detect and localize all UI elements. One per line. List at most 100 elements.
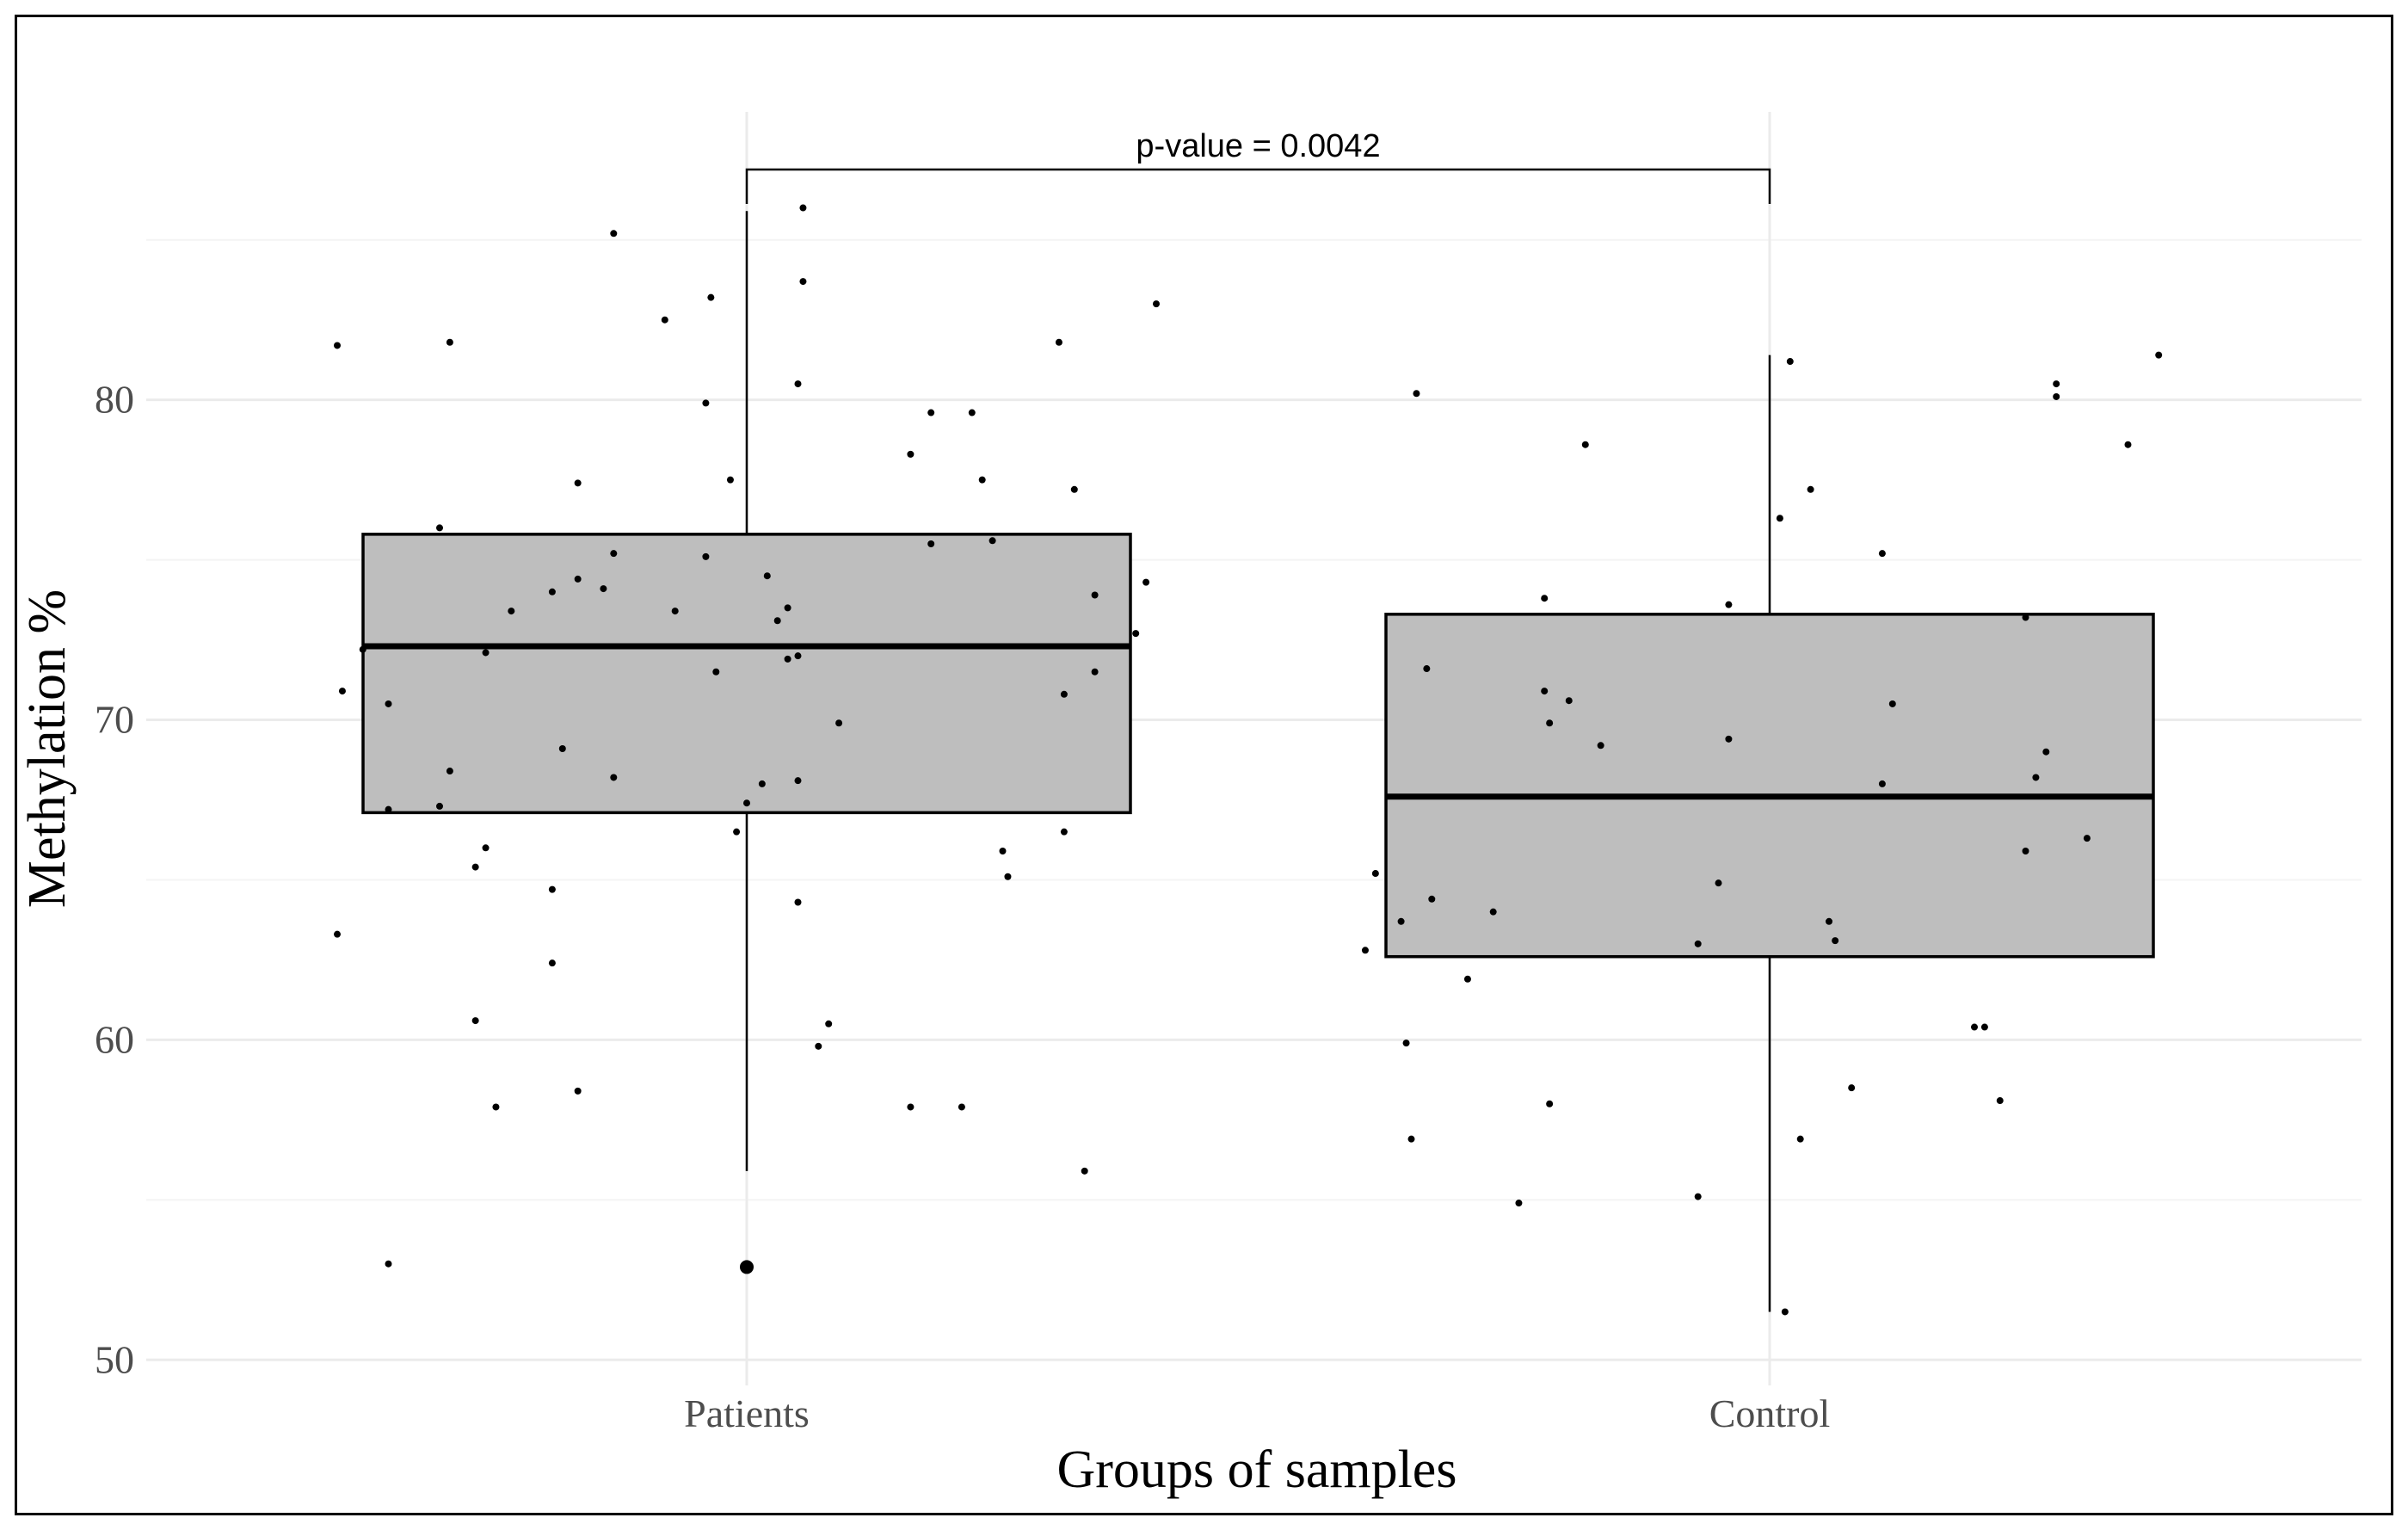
jitter-point xyxy=(815,1042,822,1050)
jitter-point xyxy=(1878,780,1886,787)
jitter-point xyxy=(2053,392,2060,400)
jitter-point xyxy=(610,774,618,781)
jitter-point xyxy=(1060,828,1068,836)
x-axis-title: Groups of samples xyxy=(1057,1441,1457,1499)
jitter-point xyxy=(1081,1167,1088,1175)
jitter-point xyxy=(508,608,515,615)
significance-bracket: p-value = 0.0042 xyxy=(745,128,1771,204)
box-control xyxy=(1384,613,2155,959)
jitter-point xyxy=(1004,873,1012,880)
jitter-point xyxy=(548,588,556,595)
jitter-point xyxy=(338,688,346,695)
jitter-point xyxy=(661,316,668,324)
jitter-point xyxy=(794,898,802,906)
jitter-point xyxy=(999,847,1007,854)
y-tick-label: 80 xyxy=(95,378,134,422)
jitter-point xyxy=(1142,578,1150,586)
jitter-point xyxy=(726,476,734,484)
jitter-point xyxy=(702,399,710,407)
p-value-label: p-value = 0.0042 xyxy=(1136,128,1380,164)
jitter-point xyxy=(548,885,556,893)
jitter-point xyxy=(482,649,490,657)
jitter-point xyxy=(794,777,802,785)
jitter-point xyxy=(758,780,766,787)
jitter-point xyxy=(385,700,392,707)
jitter-point xyxy=(1971,1023,1978,1031)
y-tick-label: 70 xyxy=(95,698,134,742)
jitter-point xyxy=(1725,601,1733,608)
jitter-point xyxy=(1848,1084,1856,1092)
jitter-point xyxy=(2155,351,2163,359)
jitter-point xyxy=(1055,338,1062,346)
jitter-point xyxy=(1060,690,1068,698)
jitter-point xyxy=(1581,441,1589,448)
outlier-point xyxy=(740,1260,754,1274)
jitter-point xyxy=(574,1087,582,1095)
jitter-point xyxy=(436,802,443,810)
jitter-point xyxy=(835,719,843,727)
jitter-point xyxy=(1070,485,1078,493)
jitter-point xyxy=(784,655,791,663)
jitter-point xyxy=(1371,870,1379,878)
jitter-point xyxy=(1541,688,1549,695)
jitter-point xyxy=(1694,1193,1702,1200)
jitter-point xyxy=(1463,975,1471,983)
jitter-point xyxy=(334,930,341,938)
jitter-point xyxy=(1565,697,1573,705)
jitter-point xyxy=(1413,390,1420,398)
jitter-point xyxy=(1515,1200,1523,1207)
jitter-point xyxy=(385,1260,392,1268)
x-tick-labels: Patients Control xyxy=(684,1391,1830,1435)
jitter-point xyxy=(1694,940,1702,947)
y-axis-title: Methylation % xyxy=(18,589,77,908)
jitter-point xyxy=(600,585,607,593)
jitter-point xyxy=(2022,614,2029,621)
jitter-point xyxy=(471,863,479,871)
jitter-point xyxy=(978,476,986,484)
jitter-point xyxy=(2053,380,2060,388)
jitter-point xyxy=(1725,735,1733,743)
jitter-point xyxy=(1996,1097,2004,1105)
jitter-point xyxy=(610,230,618,238)
jitter-point xyxy=(707,293,715,301)
whiskers xyxy=(745,211,1771,1312)
jitter-point xyxy=(712,668,720,676)
jitter-point xyxy=(574,479,582,487)
jitter-point xyxy=(825,1020,833,1027)
jitter-point xyxy=(610,550,618,558)
jitter-point xyxy=(446,338,453,346)
jitter-point xyxy=(927,540,935,548)
jitter-point xyxy=(1132,630,1140,638)
jitter-point xyxy=(1832,937,1839,945)
jitter-point xyxy=(1888,700,1896,707)
jitter-point xyxy=(471,1017,479,1025)
jitter-point xyxy=(1428,895,1436,903)
jitter-point xyxy=(1361,947,1369,954)
jitter-point xyxy=(1407,1135,1415,1143)
jitter-point xyxy=(1402,1040,1410,1047)
jitter-point xyxy=(702,552,710,560)
jitter-point xyxy=(492,1103,500,1111)
jitter-point xyxy=(2124,441,2132,448)
jitter-point xyxy=(1546,719,1554,727)
jitter-point xyxy=(2083,835,2091,842)
p-value-bracket xyxy=(745,168,1771,204)
x-tick-label: Control xyxy=(1709,1391,1831,1435)
jitter-point xyxy=(773,617,781,625)
jitter-point xyxy=(334,342,341,349)
jitter-point xyxy=(1826,917,1833,925)
jitter-point xyxy=(1597,742,1604,750)
jitter-point xyxy=(794,380,802,388)
jitter-point xyxy=(1781,1308,1789,1316)
jitter-point xyxy=(548,959,556,967)
jitter-point xyxy=(1796,1135,1804,1143)
box-patients xyxy=(361,533,1132,815)
jitter-point xyxy=(794,652,802,660)
jitter-point xyxy=(968,409,976,416)
jitter-point xyxy=(1397,917,1405,925)
boxes xyxy=(361,533,2155,959)
jitter-point xyxy=(2042,748,2050,756)
jitter-point xyxy=(446,768,453,775)
jitter-point xyxy=(436,524,443,532)
